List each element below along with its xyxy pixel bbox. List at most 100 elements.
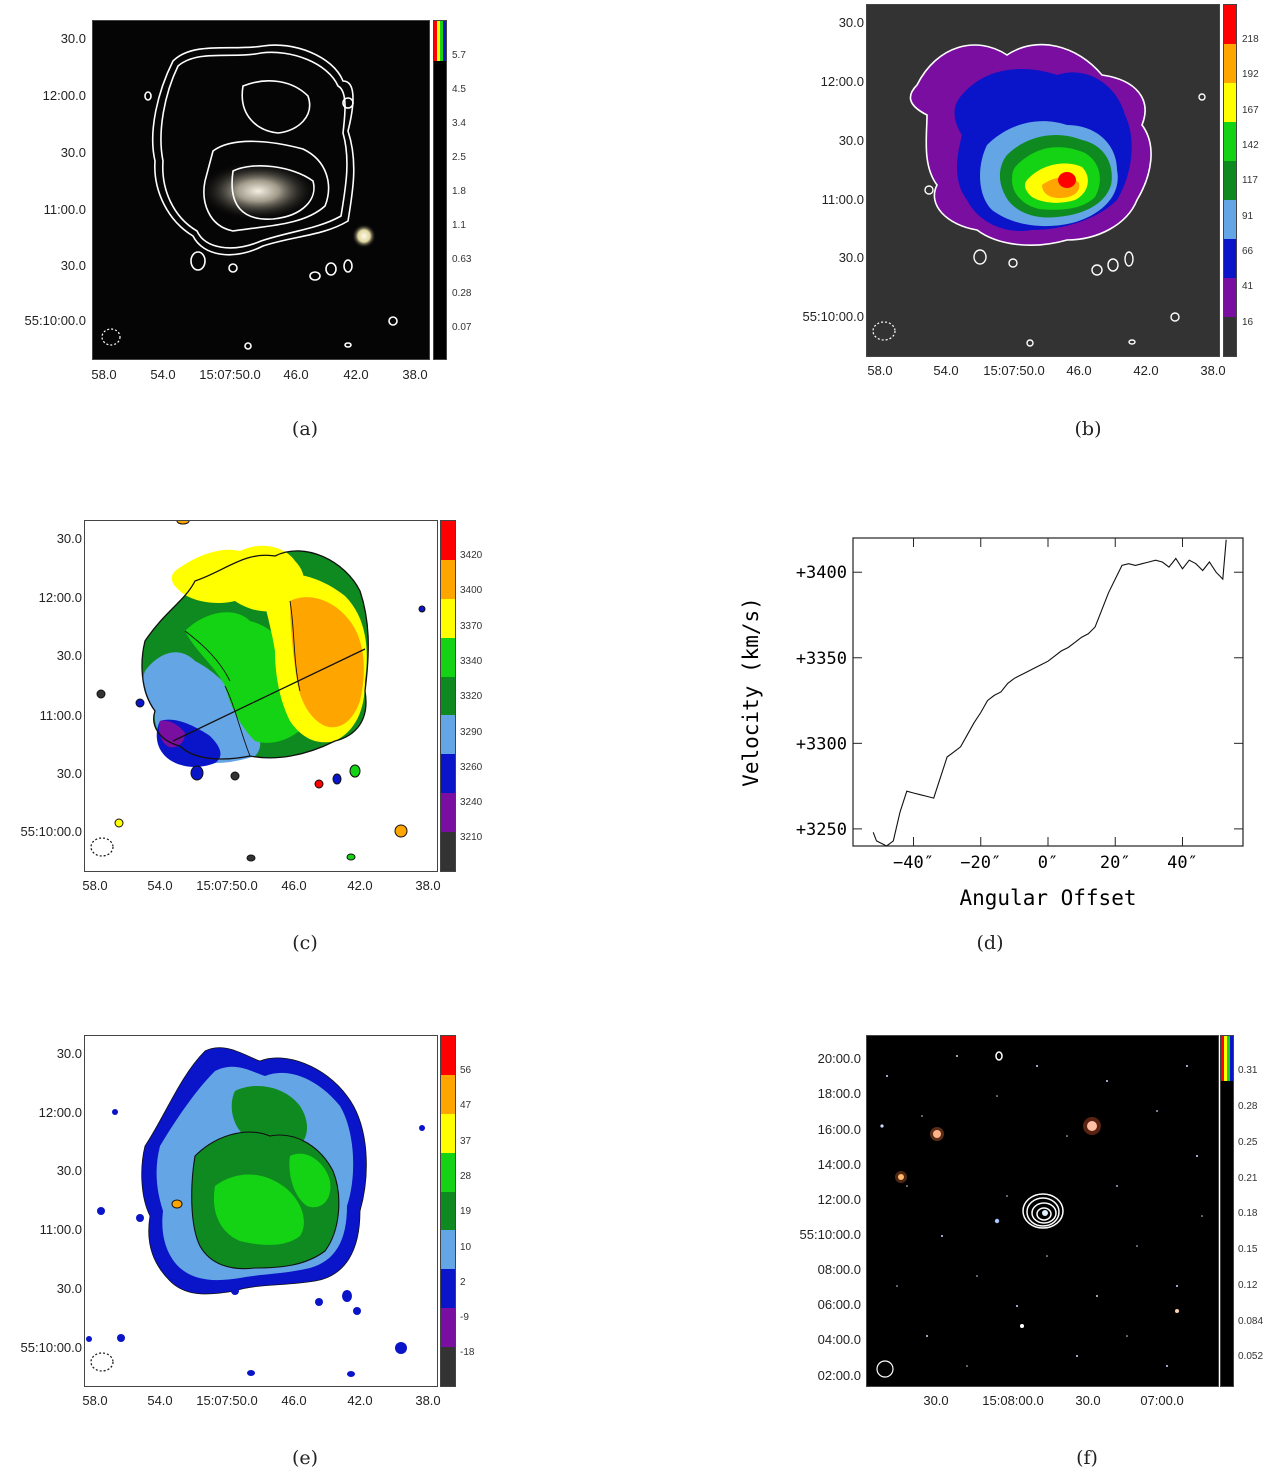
panel-f: 20:00.0 18:00.0 16:00.0 14:00.0 12:00.0 …: [640, 1015, 1288, 1475]
colorbar-label: 0.18: [1238, 1208, 1258, 1219]
dec-tick: 55:10:00.0: [20, 1340, 82, 1355]
colorbar-label: 0.28: [1238, 1101, 1258, 1112]
y-tick-label: +3250: [796, 820, 847, 840]
panel-e: 30.0 12:00.0 30.0 11:00.0 30.0 55:10:00.…: [0, 1015, 640, 1475]
ra-tick: 38.0: [1200, 363, 1226, 378]
panel-a-optical-contours: [101, 44, 398, 350]
ra-tick: 54.0: [147, 878, 173, 893]
pv-chart: +3250 +3300 +3350 +3400 −40″ −20″ 0″ 20″ 40″ An…: [739, 537, 1244, 910]
colorbar-label: 117: [1242, 175, 1258, 186]
dec-tick: 16:00.0: [817, 1122, 861, 1137]
colorbar-label: 16: [1242, 317, 1254, 328]
dec-tick: 12:00.0: [38, 1105, 82, 1120]
panel-c-image: [84, 520, 438, 872]
colorbar-bin: [441, 1308, 455, 1348]
colorbar-label: 218: [1242, 34, 1259, 45]
ra-tick: 54.0: [933, 363, 959, 378]
dec-tick: 30.0: [56, 1163, 82, 1178]
ra-tick: 15:07:50.0: [196, 878, 258, 893]
colorbar-bin: [1224, 43, 1236, 83]
colorbar-label: 2: [460, 1277, 466, 1288]
dec-tick: 55:10:00.0: [24, 313, 86, 328]
colorbar-label: 0.25: [1238, 1137, 1258, 1148]
colorbar-label: 0.28: [452, 288, 472, 299]
colorbar-bin: [441, 1113, 455, 1153]
colorbar-bin: [441, 1347, 455, 1386]
ra-tick: 42.0: [347, 1393, 373, 1408]
colorbar-bin: [441, 559, 455, 599]
ra-tick: 42.0: [1133, 363, 1159, 378]
dec-tick: 12:00.0: [820, 74, 864, 89]
ra-tick: 15:07:50.0: [199, 367, 261, 382]
colorbar-bin: [441, 598, 455, 638]
ra-tick: 58.0: [82, 878, 108, 893]
colorbar-bin: [1224, 5, 1236, 44]
colorbar-label: 3370: [460, 621, 483, 632]
galaxy-core: [198, 161, 318, 221]
ra-tick: 46.0: [281, 878, 307, 893]
colorbar-bin: [441, 1191, 455, 1231]
colorbar-bin: [441, 1074, 455, 1114]
colorbar-bin: [441, 754, 455, 794]
ra-tick: 07:00.0: [1140, 1393, 1184, 1408]
beam-ellipse: [90, 837, 114, 857]
colorbar-label: 47: [460, 1100, 472, 1111]
dec-tick: 11:00.0: [39, 1222, 82, 1237]
colorbar-bin: [1224, 200, 1236, 239]
colorbar-label: 19: [460, 1206, 472, 1217]
colorbar-label: 1.8: [452, 186, 466, 197]
colorbar-bin: [1224, 82, 1236, 122]
dec-tick: 30.0: [60, 258, 86, 273]
ra-tick: 46.0: [1066, 363, 1092, 378]
panel-c: 30.0 12:00.0 30.0 11:00.0 30.0 55:10:00.…: [0, 500, 640, 970]
colorbar-label: 3420: [460, 550, 483, 561]
colorbar-label: 0.084: [1238, 1316, 1264, 1327]
ra-tick: 38.0: [415, 878, 441, 893]
caption-f: (f): [1076, 1447, 1098, 1469]
panel-b-image: [866, 4, 1220, 357]
colorbar-label: 28: [460, 1171, 472, 1182]
colorbar-label: 3240: [460, 797, 483, 808]
dec-tick: 20:00.0: [817, 1051, 861, 1066]
dec-tick: 02:00.0: [817, 1368, 861, 1383]
colorbar-label: 0.21: [1238, 1173, 1258, 1184]
ra-tick: 58.0: [867, 363, 893, 378]
colorbar-bin: [1224, 160, 1236, 200]
colorbar-b: [1223, 4, 1237, 357]
ra-tick: 42.0: [347, 878, 373, 893]
colorbar-label: 0.63: [452, 254, 472, 265]
y-axis-label: Velocity (km/s): [739, 597, 763, 787]
panel-f-wide-field: [876, 1051, 1203, 1378]
ra-tick: 15:07:50.0: [196, 1393, 258, 1408]
dec-tick: 11:00.0: [43, 202, 86, 217]
dec-tick: 12:00.0: [817, 1192, 861, 1207]
dec-tick: 12:00.0: [38, 590, 82, 605]
dec-tick: 14:00.0: [817, 1157, 861, 1172]
ra-tick: 54.0: [150, 367, 176, 382]
dec-tick: 30.0: [56, 531, 82, 546]
x-tick-label: 40″: [1167, 853, 1198, 873]
beam-ellipse: [872, 321, 896, 341]
panel-e-dispersion-map: [86, 1047, 425, 1377]
colorbar-label: 0.12: [1238, 1280, 1258, 1291]
ra-tick: 30.0: [1075, 1393, 1101, 1408]
colorbar-bin: [1224, 122, 1236, 161]
colorbar-label: 3.4: [452, 118, 466, 129]
colorbar-label: 1.1: [452, 220, 466, 231]
dec-tick: 30.0: [838, 133, 864, 148]
dec-tick: 30.0: [838, 15, 864, 30]
panel-c-velocity-field: [90, 521, 426, 862]
dec-tick: 11:00.0: [821, 192, 864, 207]
colorbar-bin: [1224, 278, 1236, 317]
dec-tick: 55:10:00.0: [799, 1227, 861, 1242]
panel-a: 30.0 12:00.0 30.0 11:00.0 30.0 55:10:00.…: [0, 0, 640, 460]
foreground-star: [352, 224, 376, 248]
dec-tick: 30.0: [60, 145, 86, 160]
dec-tick: 18:00.0: [817, 1086, 861, 1101]
colorbar-bin: [441, 1036, 455, 1075]
colorbar-label: 10: [460, 1242, 472, 1253]
dec-tick: 08:00.0: [817, 1262, 861, 1277]
colorbar-bin: [441, 637, 455, 677]
colorbar-e: [440, 1035, 456, 1387]
colorbar-bin: [441, 521, 455, 560]
